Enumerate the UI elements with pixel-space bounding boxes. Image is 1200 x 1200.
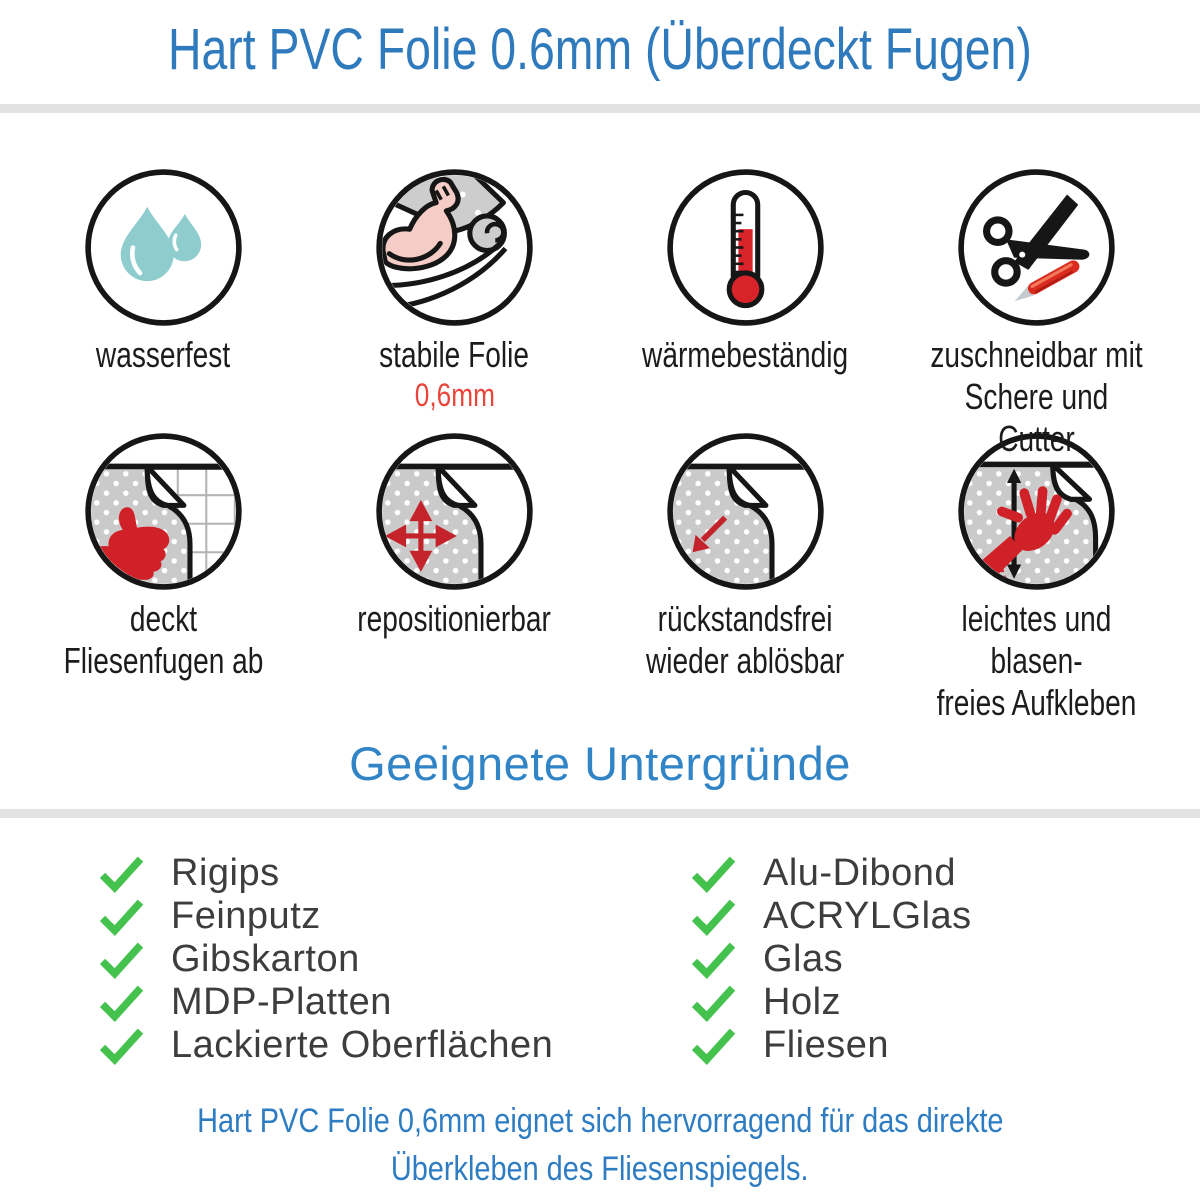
feature-label: deckt Fliesenfugen ab	[63, 598, 264, 681]
feature-leichtes-aufkleben: leichtes und blasen- freies Aufkleben	[891, 430, 1182, 723]
check-icon	[691, 899, 736, 936]
list-item: MDP-Platten	[98, 981, 553, 1024]
feature-repositionierbar: repositionierbar	[309, 430, 600, 694]
page-title-text: Hart PVC Folie 0.6mm (Überdeckt Fugen)	[168, 17, 1032, 82]
substrate-list-right: Alu-Dibond ACRYLGlas Glas Holz Fliesen	[690, 852, 972, 1067]
thermometer-icon	[667, 169, 824, 326]
check-icon	[99, 985, 144, 1022]
list-item: Glas	[690, 938, 972, 981]
substrate-label: Gibskarton	[171, 938, 360, 980]
list-item: Alu-Dibond	[690, 852, 972, 895]
strong-arm-foil-roll-icon	[376, 169, 533, 326]
hand-smoothing-foil-icon	[958, 433, 1115, 590]
section-heading: Geeignete Untergründe	[349, 737, 851, 790]
substrate-label: Alu-Dibond	[763, 852, 956, 894]
divider-bar-middle	[0, 809, 1200, 818]
tile-cover-thumbs-up-icon	[85, 433, 242, 590]
feature-zuschneidbar: zuschneidbar mit Schere und Cutter	[891, 166, 1182, 459]
check-icon	[99, 942, 144, 979]
feature-grid: wasserfest stabile Folie 0,6mm	[18, 166, 1182, 723]
list-item: Lackierte Oberflächen	[98, 1024, 553, 1067]
check-icon	[691, 942, 736, 979]
peel-off-arrow-icon	[667, 433, 824, 590]
footer-line-1: Hart PVC Folie 0,6mm eignet sich hervorr…	[196, 1102, 1004, 1140]
water-drops-icon	[85, 169, 242, 326]
feature-rueckstandsfrei: rückstandsfrei wieder ablösbar	[600, 430, 891, 694]
substrate-label: Lackierte Oberflächen	[171, 1024, 554, 1066]
check-icon	[99, 899, 144, 936]
feature-deckt-fliesenfugen: deckt Fliesenfugen ab	[18, 430, 309, 694]
substrate-label: Holz	[763, 981, 842, 1023]
check-icon	[99, 856, 144, 893]
list-item: Fliesen	[690, 1024, 972, 1067]
list-item: Rigips	[98, 852, 553, 895]
feature-label: repositionierbar	[357, 598, 552, 639]
substrate-label: Rigips	[171, 852, 280, 894]
list-item: Feinputz	[98, 895, 553, 938]
feature-label: stabile Folie	[379, 334, 530, 375]
list-item: ACRYLGlas	[690, 895, 972, 938]
feature-label: wärmebeständig	[642, 334, 849, 375]
check-icon	[691, 985, 736, 1022]
list-item: Holz	[690, 981, 972, 1024]
check-icon	[691, 856, 736, 893]
feature-label: wasserfest	[96, 334, 231, 375]
feature-sublabel-thickness: 0,6mm	[414, 376, 495, 413]
footer-note: Hart PVC Folie 0,6mm eignet sich hervorr…	[0, 1098, 1200, 1193]
substrate-label: Feinputz	[171, 895, 321, 937]
feature-label: rückstandsfrei wieder ablösbar	[646, 598, 845, 681]
feature-label: leichtes und blasen- freies Aufkleben	[936, 598, 1137, 723]
feature-wasserfest: wasserfest	[18, 166, 309, 430]
footer-line-2: Überkleben des Fliesenspiegels.	[391, 1149, 809, 1188]
feature-label: zuschneidbar mit Schere und Cutter	[930, 334, 1143, 459]
check-icon	[691, 1028, 736, 1065]
move-arrows-foil-icon	[376, 433, 533, 590]
check-icon	[99, 1028, 144, 1065]
substrate-label: Fliesen	[763, 1024, 889, 1066]
substrate-label: Glas	[763, 938, 844, 980]
substrate-label: MDP-Platten	[171, 981, 392, 1023]
substrate-list-left: Rigips Feinputz Gibskarton MDP-Platten L…	[98, 852, 553, 1067]
feature-waermebestaendig: wärmebeständig	[600, 166, 891, 430]
feature-stabile-folie: stabile Folie 0,6mm	[309, 166, 600, 430]
divider-bar-top	[0, 104, 1200, 113]
page-title: Hart PVC Folie 0.6mm (Überdeckt Fugen)	[0, 16, 1200, 83]
list-item: Gibskarton	[98, 938, 553, 981]
scissors-cutter-icon	[958, 169, 1115, 326]
substrate-label: ACRYLGlas	[763, 895, 972, 937]
